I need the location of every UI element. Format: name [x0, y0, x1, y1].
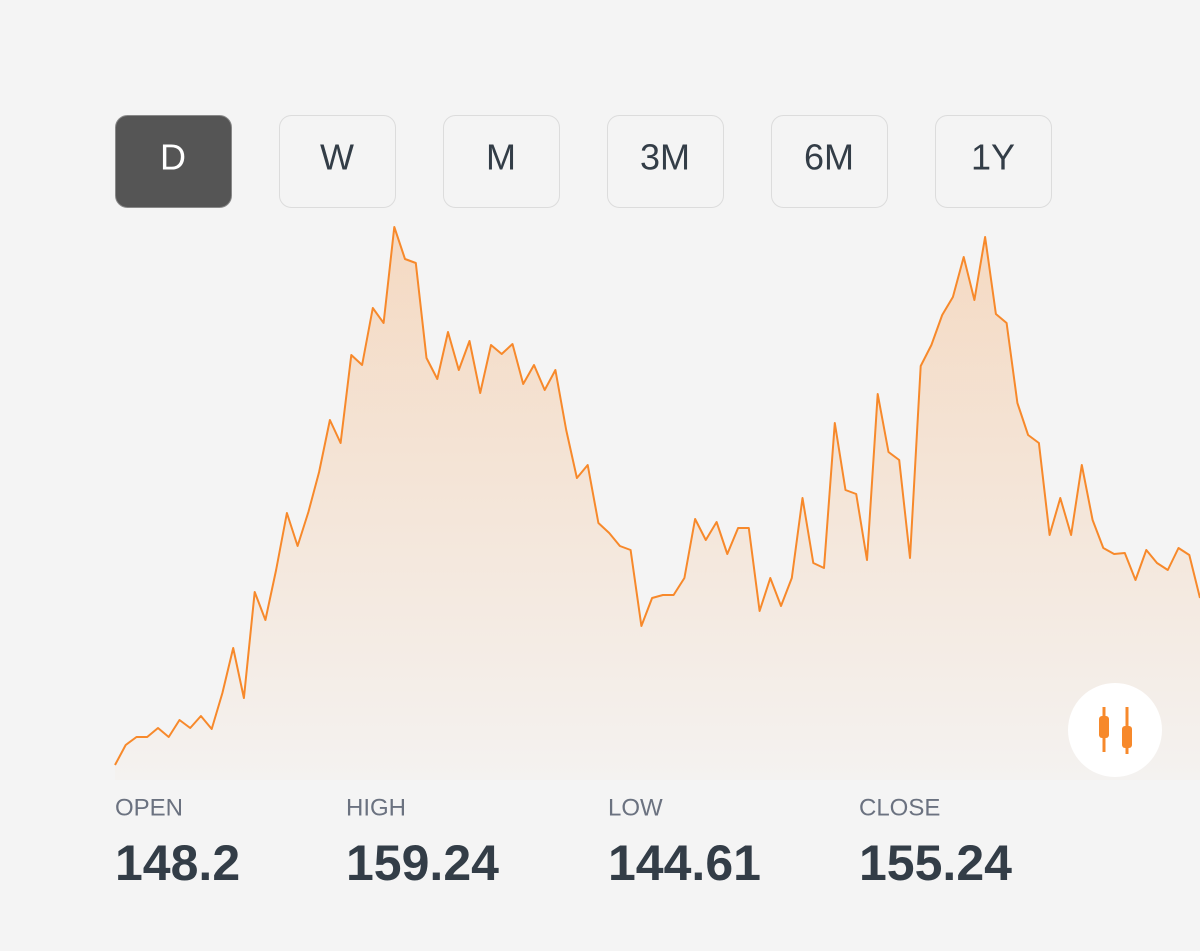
tab-bg — [443, 115, 560, 208]
candlestick-toggle[interactable] — [1068, 683, 1162, 777]
stat-value: 159.24 — [346, 835, 499, 891]
tab-label: 1Y — [971, 137, 1015, 178]
range-tab[interactable]: 1Y — [935, 115, 1052, 208]
range-tab[interactable]: M — [443, 115, 560, 208]
stat-label: CLOSE — [859, 794, 940, 821]
tab-label: D — [160, 137, 186, 178]
tab-bg — [771, 115, 888, 208]
range-tab[interactable]: D — [115, 115, 232, 208]
stat-label: LOW — [608, 794, 663, 821]
stat-value: 155.24 — [859, 835, 1012, 891]
tab-bg — [115, 115, 232, 208]
tab-label: 3M — [640, 137, 690, 178]
tab-label: W — [320, 137, 354, 178]
stat-value: 148.2 — [115, 835, 240, 891]
stat-label: OPEN — [115, 794, 183, 821]
tab-bg — [279, 115, 396, 208]
range-tab[interactable]: 3M — [607, 115, 724, 208]
candle — [1122, 726, 1132, 748]
stat-value: 144.61 — [608, 835, 761, 891]
toggle-bg — [1068, 683, 1162, 777]
range-tab[interactable]: W — [279, 115, 396, 208]
tab-bg — [607, 115, 724, 208]
tab-label: M — [486, 137, 516, 178]
price-line — [114, 226, 1200, 766]
candle — [1099, 716, 1109, 738]
stat-label: HIGH — [346, 794, 406, 821]
range-tab[interactable]: 6M — [771, 115, 888, 208]
area-fill — [115, 227, 1200, 780]
tab-bg — [935, 115, 1052, 208]
tab-label: 6M — [804, 137, 854, 178]
